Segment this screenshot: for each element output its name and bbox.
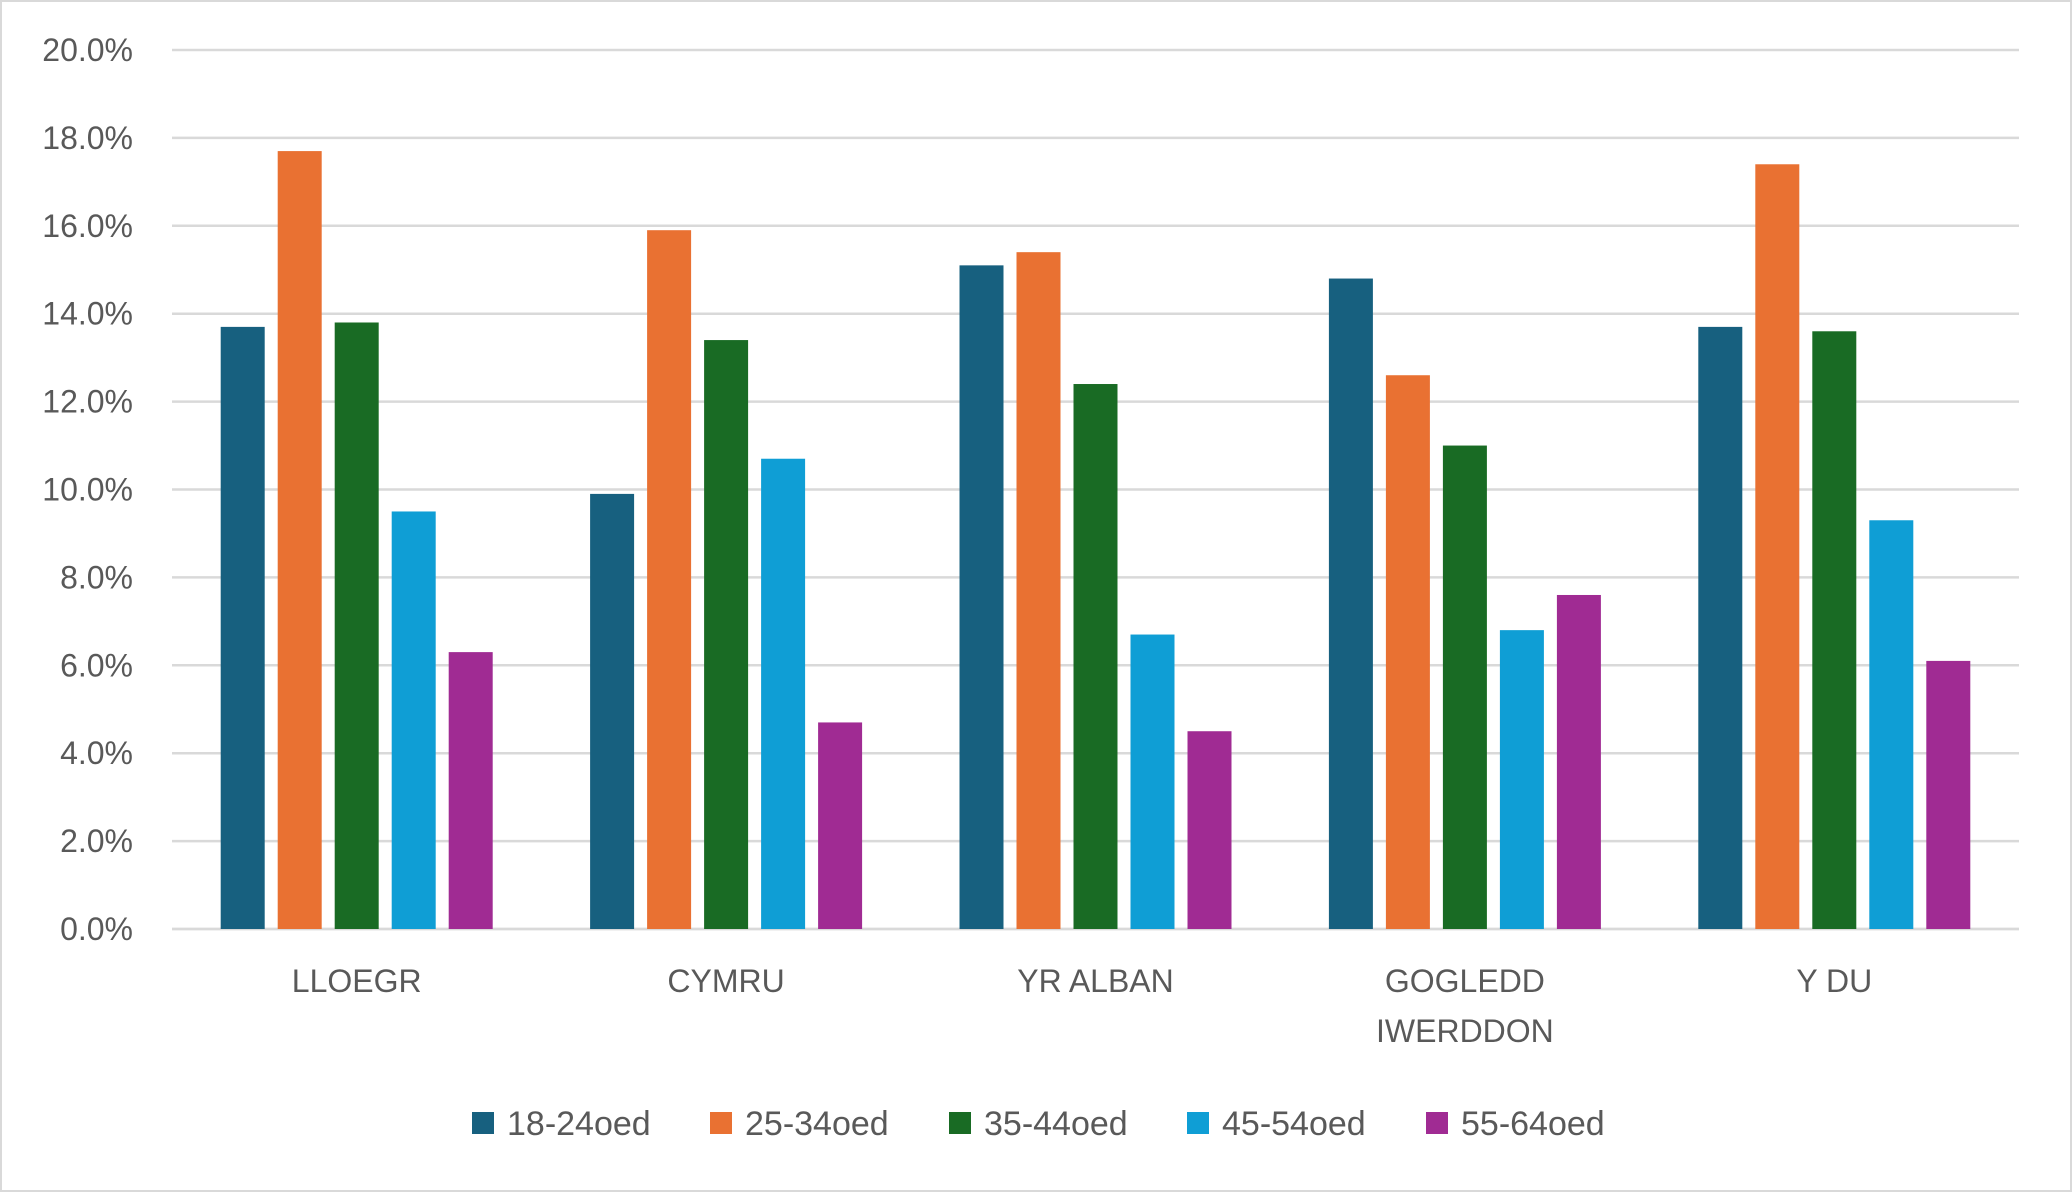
y-tick-label: 10.0%	[42, 472, 133, 508]
category-label: Y DU	[1796, 963, 1872, 999]
bar-45-54oed	[391, 511, 436, 929]
bar-25-34oed	[1755, 164, 1800, 929]
bar-55-64oed	[818, 722, 863, 929]
bar-35-44oed	[334, 322, 379, 929]
bar-45-54oed	[1130, 634, 1175, 929]
y-tick-label: 4.0%	[60, 735, 133, 771]
bar-25-34oed	[1016, 252, 1061, 930]
bar-55-64oed	[1556, 594, 1601, 929]
category-label: CYMRU	[667, 963, 784, 999]
y-tick-label: 8.0%	[60, 559, 133, 595]
bar-55-64oed	[448, 652, 493, 929]
y-tick-label: 18.0%	[42, 120, 133, 156]
bar-18-24oed	[590, 493, 635, 929]
legend-item: 45-54oed	[1187, 1105, 1366, 1143]
y-tick-label: 16.0%	[42, 208, 133, 244]
y-tick-label: 0.0%	[60, 911, 133, 947]
y-tick-label: 2.0%	[60, 823, 133, 859]
bar-35-44oed	[1442, 445, 1487, 929]
category-label: GOGLEDD	[1385, 963, 1545, 999]
legend-swatch	[1426, 1112, 1448, 1134]
bar-55-64oed	[1187, 731, 1232, 929]
bar-25-34oed	[647, 230, 692, 929]
legend-item: 25-34oed	[710, 1105, 889, 1143]
category-label: LLOEGR	[292, 963, 422, 999]
category-label: IWERDDON	[1376, 1013, 1554, 1049]
y-tick-label: 20.0%	[42, 32, 133, 68]
bar-35-44oed	[1073, 384, 1118, 929]
y-tick-label: 14.0%	[42, 296, 133, 332]
bar-55-64oed	[1926, 660, 1971, 929]
legend-swatch	[472, 1112, 494, 1134]
bar-18-24oed	[220, 326, 265, 929]
y-tick-label: 12.0%	[42, 384, 133, 420]
category-label: YR ALBAN	[1017, 963, 1174, 999]
legend-item: 35-44oed	[949, 1105, 1128, 1143]
bar-35-44oed	[704, 340, 749, 929]
legend-item: 18-24oed	[472, 1105, 651, 1143]
legend: 18-24oed 25-34oed 35-44oed 45-54oed 55-64oed	[472, 1105, 1605, 1143]
legend-item: 55-64oed	[1426, 1105, 1605, 1143]
bar-35-44oed	[1812, 331, 1857, 929]
bar-25-34oed	[277, 151, 322, 929]
legend-swatch	[1187, 1112, 1209, 1134]
legend-label: 35-44oed	[984, 1105, 1128, 1143]
bars	[220, 151, 1971, 930]
y-tick-label: 6.0%	[60, 647, 133, 683]
bar-45-54oed	[1499, 630, 1544, 929]
legend-label: 45-54oed	[1222, 1105, 1366, 1143]
legend-swatch	[710, 1112, 732, 1134]
legend-label: 18-24oed	[507, 1105, 651, 1143]
bar-45-54oed	[761, 458, 806, 929]
bar-25-34oed	[1385, 375, 1430, 930]
x-axis-labels: LLOEGR CYMRU YR ALBAN GOGLEDD IWERDDON Y DU	[292, 963, 1872, 1049]
legend-swatch	[949, 1112, 971, 1134]
bar-18-24oed	[1698, 326, 1743, 929]
bar-45-54oed	[1869, 520, 1914, 929]
bar-18-24oed	[959, 265, 1004, 930]
legend-label: 55-64oed	[1461, 1105, 1605, 1143]
bar-18-24oed	[1328, 278, 1373, 929]
y-axis-ticks: 0.0% 2.0% 4.0% 6.0% 8.0% 10.0% 12.0% 14.0% 16.0%…	[42, 32, 133, 947]
legend-label: 25-34oed	[745, 1105, 889, 1143]
